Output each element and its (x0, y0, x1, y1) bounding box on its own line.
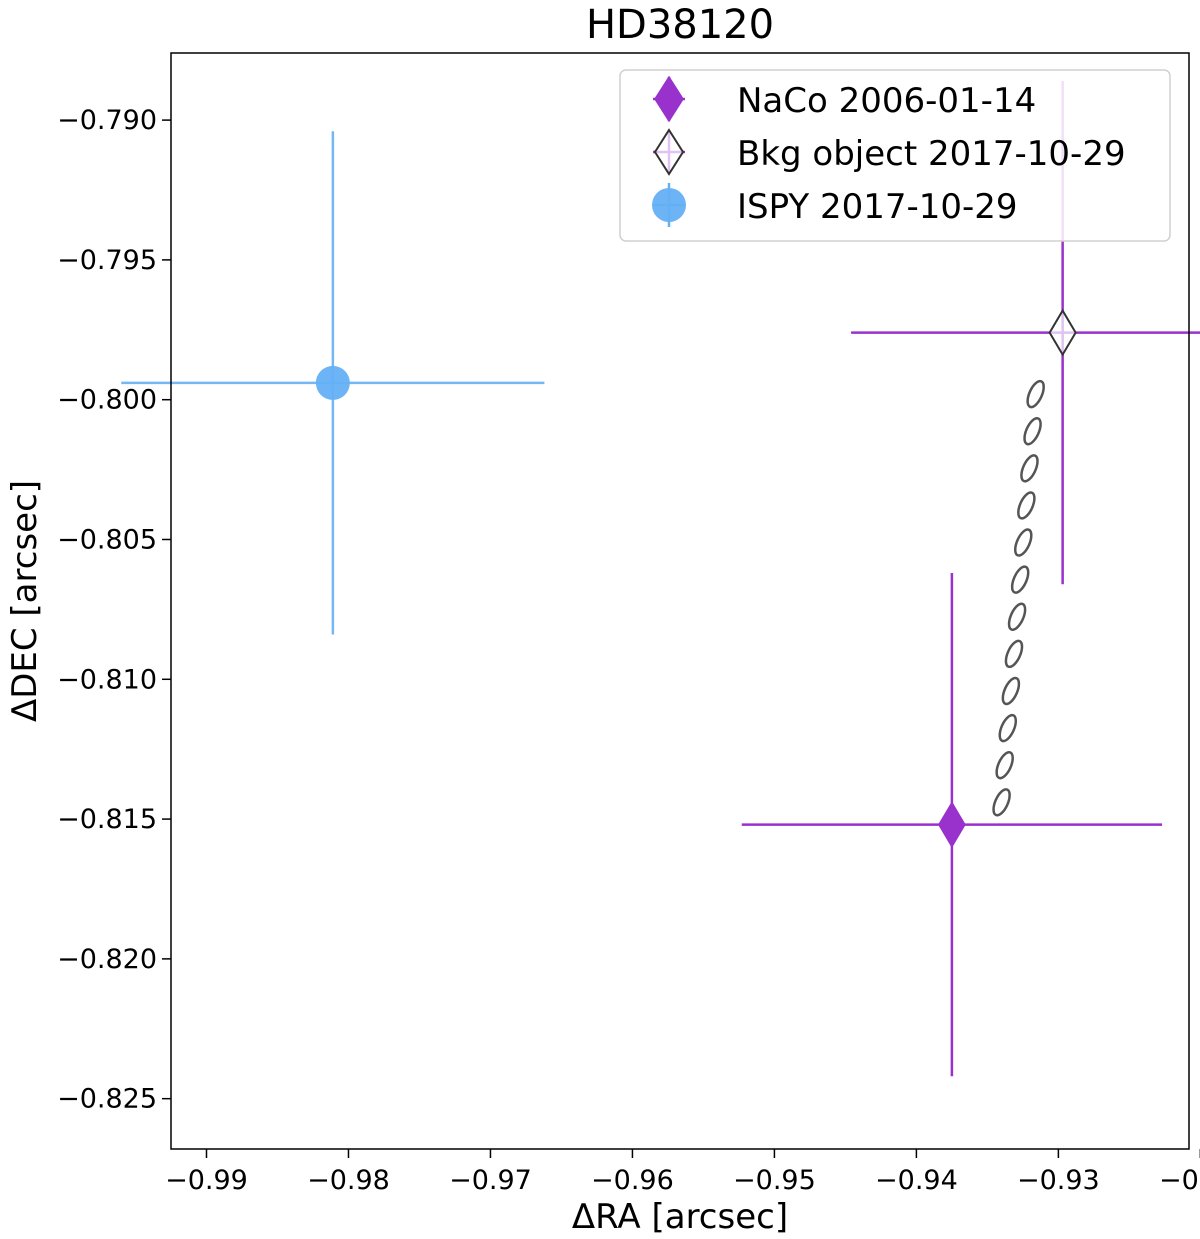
y-axis-ticks: −0.790 −0.795 −0.800 −0.805 −0.810 −0.815 −0.8… (57, 105, 171, 1115)
x-tick-label: −0.93 (1017, 1165, 1100, 1196)
y-tick-label: −0.790 (57, 105, 157, 136)
y-axis-label: ΔDEC [arcsec] (5, 480, 45, 722)
data-point (1048, 308, 1077, 357)
y-tick-label: −0.800 (57, 385, 157, 416)
legend-label-bkg: Bkg object 2017-10-29 (737, 134, 1126, 174)
legend-marker-2 (652, 183, 686, 227)
y-tick-label: −0.825 (57, 1084, 157, 1115)
x-tick-label: −0.99 (165, 1165, 248, 1196)
legend-symbol (653, 128, 685, 176)
y-tick-label: −0.810 (57, 664, 157, 695)
legend-marker-1 (653, 128, 685, 176)
x-axis-label: ΔRA [arcsec] (572, 1197, 788, 1237)
legend-marker-0 (653, 75, 685, 123)
legend-label-naco: NaCo 2006-01-14 (737, 81, 1036, 121)
legend-symbol (654, 75, 684, 123)
data-point (315, 365, 350, 400)
track-loop (1004, 639, 1024, 669)
track-loop (1026, 379, 1045, 409)
y-tick-label: −0.805 (57, 524, 157, 555)
track-loop (998, 713, 1018, 743)
x-tick-label: −0.96 (591, 1165, 674, 1196)
x-tick-label: −0.92 (1159, 1165, 1200, 1196)
track-loop (1007, 602, 1027, 631)
y-tick-label: −0.815 (57, 804, 157, 835)
x-tick-label: −0.94 (875, 1165, 958, 1196)
legend: NaCo 2006-01-14 Bkg object 2017-10-29 IS… (619, 69, 1171, 242)
legend-label-ispy: ISPY 2017-10-29 (737, 187, 1018, 227)
plot-frame (170, 52, 1190, 1150)
track-loop (1010, 565, 1030, 594)
series-2 (121, 131, 545, 635)
track-loop (1013, 528, 1033, 557)
y-tick-label: −0.795 (57, 245, 157, 276)
track-loop (992, 788, 1011, 817)
legend-symbol (652, 188, 686, 222)
chart-title: HD38120 (586, 2, 774, 48)
x-tick-label: −0.97 (449, 1165, 532, 1196)
track-loop (1023, 416, 1042, 446)
track-loop (1001, 676, 1021, 706)
track-loop (1020, 454, 1039, 483)
x-axis-ticks: −0.99 −0.98 −0.97 −0.96 −0.95 −0.94 −0.93 −0.92 (165, 1149, 1200, 1196)
background-track (992, 379, 1045, 817)
legend-box (619, 69, 1171, 242)
x-tick-label: −0.95 (733, 1165, 816, 1196)
track-loop (995, 750, 1014, 780)
data-point (938, 801, 966, 849)
y-tick-label: −0.820 (57, 944, 157, 975)
legend-markers (652, 75, 686, 227)
series-0 (741, 573, 1163, 1077)
x-tick-label: −0.98 (307, 1165, 390, 1196)
track-loop (1017, 491, 1036, 520)
